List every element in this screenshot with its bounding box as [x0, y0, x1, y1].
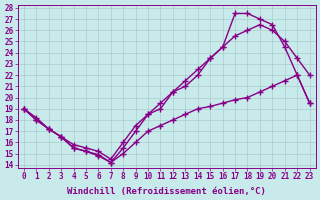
X-axis label: Windchill (Refroidissement éolien,°C): Windchill (Refroidissement éolien,°C) — [67, 187, 266, 196]
